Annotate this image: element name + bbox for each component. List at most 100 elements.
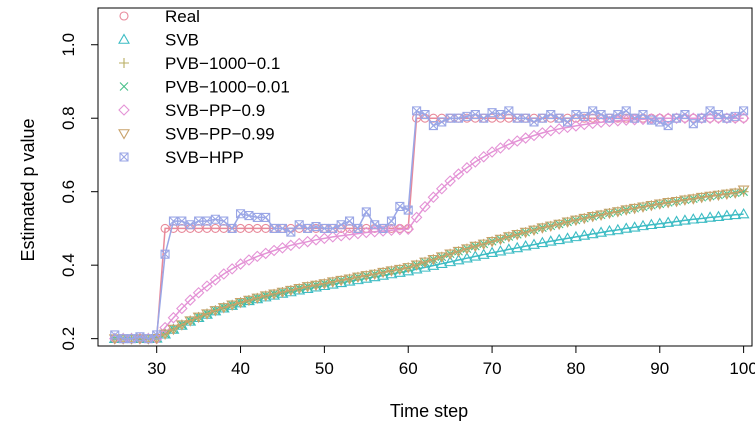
x-tick-label: 70 — [483, 359, 502, 378]
data-point — [402, 223, 415, 235]
data-point — [192, 286, 205, 299]
data-point — [460, 244, 473, 255]
legend-label: Real — [165, 7, 200, 26]
data-point — [578, 213, 591, 225]
data-point — [152, 330, 162, 340]
data-point — [687, 194, 700, 205]
data-point — [460, 252, 473, 263]
legend: Real SVB PVB−1000−0.1 PVB−1000−0.01 SVB−PP−0… — [118, 7, 290, 167]
data-point — [613, 109, 623, 120]
data-point — [704, 191, 717, 203]
data-point — [452, 168, 465, 180]
data-point — [328, 223, 338, 233]
data-point — [730, 111, 740, 121]
data-point — [143, 334, 153, 344]
data-point — [737, 207, 750, 219]
data-point — [704, 211, 717, 222]
data-point — [326, 277, 339, 288]
data-point — [519, 227, 532, 239]
axes: 30 40 50 60 70 80 90 100 0.2 0.4 0.6 0.8 1.0 — [59, 7, 755, 378]
data-point — [737, 112, 750, 124]
legend-marker — [118, 129, 130, 140]
data-point — [495, 109, 506, 120]
data-point — [477, 248, 490, 259]
data-point — [394, 223, 406, 236]
data-point — [611, 223, 624, 235]
data-point — [276, 242, 289, 254]
data-point — [536, 223, 549, 234]
series-plus — [109, 186, 749, 344]
legend-marker — [118, 33, 130, 44]
data-point — [620, 205, 633, 216]
data-point — [595, 226, 608, 237]
data-point — [160, 249, 170, 259]
data-point — [638, 109, 648, 120]
data-point — [586, 212, 599, 223]
data-point — [310, 280, 322, 292]
legend-label: PVB−1000−0.1 — [165, 54, 280, 73]
data-point — [420, 109, 430, 120]
x-tick-label: 90 — [650, 359, 669, 378]
data-point — [234, 297, 247, 309]
data-point — [637, 202, 649, 213]
x-tick-label: 50 — [315, 359, 334, 378]
data-point — [486, 236, 499, 248]
data-point — [410, 263, 423, 274]
data-point — [612, 115, 624, 127]
data-point — [528, 225, 540, 237]
data-point — [259, 291, 272, 302]
legend-marker — [119, 82, 129, 91]
legend-marker — [119, 11, 129, 21]
data-point — [662, 198, 675, 209]
legend-label: SVB — [165, 31, 199, 50]
data-point — [729, 188, 742, 199]
data-point — [586, 227, 599, 239]
data-point — [578, 229, 591, 240]
data-point — [630, 113, 640, 123]
data-point — [553, 233, 566, 245]
data-point — [620, 222, 633, 233]
data-point — [628, 113, 641, 126]
data-point — [176, 302, 188, 315]
legend-label: SVB−PP−0.9 — [165, 101, 265, 120]
data-point — [386, 216, 397, 226]
y-tick-label: 0.6 — [59, 180, 78, 204]
data-point — [276, 287, 289, 299]
data-point — [452, 253, 465, 265]
data-point — [301, 282, 314, 293]
data-point — [511, 135, 524, 147]
data-point — [184, 294, 197, 306]
data-point — [353, 223, 363, 233]
data-point — [494, 234, 507, 246]
data-point — [536, 236, 549, 248]
data-point — [662, 216, 675, 227]
data-point — [226, 300, 239, 311]
data-point — [739, 187, 749, 197]
y-tick-label: 0.8 — [59, 106, 78, 130]
data-point — [251, 250, 264, 263]
data-point — [704, 112, 716, 124]
data-point — [477, 151, 490, 163]
data-point — [595, 116, 607, 129]
data-point — [403, 205, 413, 215]
data-point — [428, 121, 438, 131]
legend-label: SVB−HPP — [165, 148, 244, 167]
data-point — [452, 246, 465, 258]
x-tick-label: 100 — [729, 359, 755, 378]
data-point — [503, 138, 515, 151]
data-point — [561, 232, 574, 243]
data-point — [662, 112, 674, 124]
legend-entry: Real — [119, 7, 200, 26]
data-point — [361, 207, 371, 217]
data-point — [670, 215, 683, 226]
data-point — [528, 238, 540, 249]
data-point — [670, 196, 683, 208]
plot-frame — [97, 7, 753, 347]
data-point — [393, 264, 406, 276]
legend-marker — [118, 104, 130, 116]
data-point — [653, 112, 666, 125]
series-triangle-down — [108, 185, 750, 345]
data-point — [268, 244, 280, 257]
data-point — [604, 113, 615, 123]
